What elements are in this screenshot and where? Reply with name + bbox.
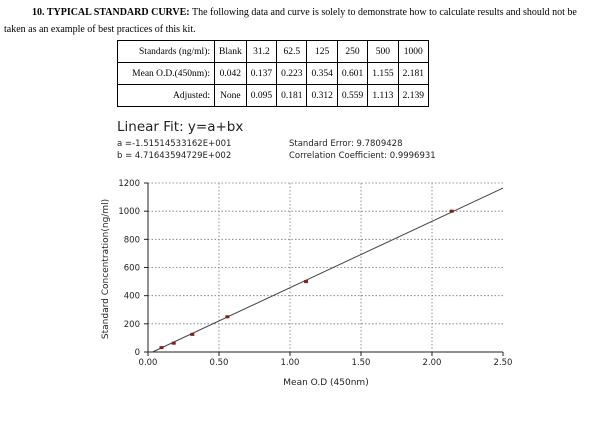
standards-table: Standards (ng/ml): Blank 31.2 62.5 125 250 500… (117, 40, 429, 107)
table-cell: 62.5 (276, 40, 308, 63)
table-row: Standards (ng/ml): Blank 31.2 62.5 125 250 500… (117, 40, 429, 63)
param-a: a =-1.51514533162E+001 (117, 139, 231, 149)
x-tick-label: 0.50 (210, 358, 229, 368)
table-cell: 0.559 (336, 84, 369, 107)
table-cell: None (214, 84, 247, 107)
table-cell: 1.113 (367, 84, 399, 107)
fit-line (152, 187, 504, 353)
table-cell: 0.223 (276, 62, 308, 85)
y-tick-label: 1000 (118, 207, 140, 217)
y-tick-label: 400 (124, 292, 140, 302)
chart: Linear Fit: y=a+bx a =-1.51514533162E+00… (101, 119, 513, 388)
x-tick-label: 2.00 (423, 358, 442, 368)
data-point (449, 209, 454, 213)
table-cell: 0.312 (306, 84, 338, 107)
table-cell: 1.155 (367, 62, 399, 85)
x-tick-label: 1.50 (352, 358, 371, 368)
table-cell: 250 (336, 40, 369, 63)
table-cell: 125 (306, 40, 338, 63)
table-cell: 31.2 (245, 40, 278, 63)
table-cell: 0.181 (276, 84, 308, 107)
heading-text: The following data and curve is solely t… (4, 7, 577, 35)
table-cell: 2.139 (397, 84, 429, 107)
table-cell: 2.181 (397, 62, 429, 85)
heading: 10. TYPICAL STANDARD CURVE: The followin… (4, 4, 592, 38)
table-row: Mean O.D.(450nm): 0.042 0.137 0.223 0.354 0.6… (117, 62, 429, 85)
data-point (159, 346, 164, 350)
x-tick-label: 0.00 (139, 358, 158, 368)
table-cell: Blank (214, 40, 247, 63)
table-cell: 0.095 (245, 84, 278, 107)
param-b: b = 4.71643594729E+002 (117, 151, 231, 161)
y-tick-label: 800 (124, 235, 140, 245)
y-axis-label: Standard Concentration(ng/ml) (101, 199, 111, 339)
y-tick-label: 600 (124, 264, 140, 274)
x-tick-label: 2.50 (494, 358, 513, 368)
data-point (190, 332, 195, 336)
data-point (304, 280, 309, 284)
correlation: Correlation Coefficient: 0.9996931 (289, 151, 436, 161)
data-point (171, 341, 176, 345)
table-cell: 0.042 (214, 62, 247, 85)
y-tick-label: 200 (124, 320, 140, 330)
row-header: Adjusted: (117, 84, 215, 107)
row-header: Standards (ng/ml): (117, 40, 215, 63)
table-row: Adjusted: None 0.095 0.181 0.312 0.559 1.113 2.… (117, 84, 429, 107)
heading-label: 10. TYPICAL STANDARD CURVE: (32, 7, 190, 18)
table-cell: 0.601 (336, 62, 369, 85)
table-cell: 500 (367, 40, 399, 63)
row-header: Mean O.D.(450nm): (117, 62, 215, 85)
standard-error: Standard Error: 9.7809428 (289, 139, 402, 149)
y-tick-label: 1200 (118, 179, 140, 189)
chart-title: Linear Fit: y=a+bx (117, 119, 243, 135)
x-axis-label: Mean O.D (450nm) (283, 378, 368, 388)
x-tick-label: 1.00 (281, 358, 300, 368)
table-cell: 0.354 (306, 62, 338, 85)
table-cell: 1000 (397, 40, 429, 63)
y-tick-label: 0 (135, 348, 140, 358)
data-point (225, 315, 230, 319)
table-cell: 0.137 (245, 62, 278, 85)
